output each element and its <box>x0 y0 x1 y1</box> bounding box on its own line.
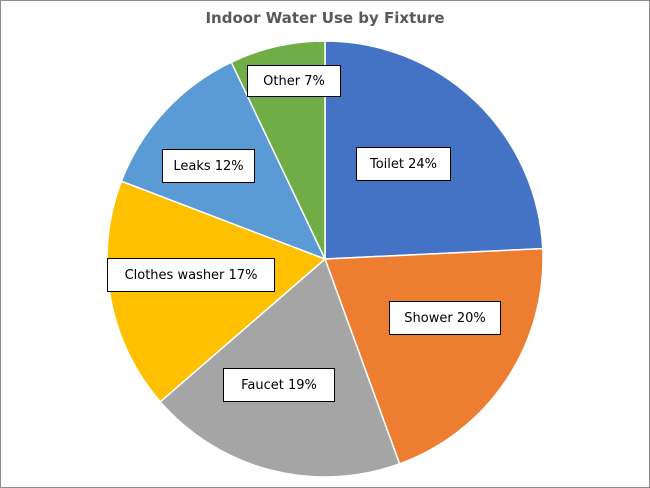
data-label-toilet: Toilet 24% <box>356 147 451 181</box>
data-label-other: Other 7% <box>247 65 341 97</box>
chart-title: Indoor Water Use by Fixture <box>205 9 445 27</box>
data-label-faucet: Faucet 19% <box>223 368 335 402</box>
data-label-leaks: Leaks 12% <box>162 149 255 183</box>
pie-slice-faucet <box>159 257 401 478</box>
data-label-clothes-washer: Clothes washer 17% <box>107 258 275 292</box>
data-label-shower: Shower 20% <box>389 301 501 335</box>
